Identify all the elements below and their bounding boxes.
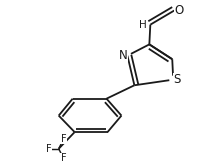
Text: H: H [140,20,147,30]
Text: N: N [119,49,127,62]
Text: O: O [174,4,184,17]
Text: F: F [61,153,66,163]
Text: F: F [61,134,66,144]
Text: S: S [173,73,181,86]
Text: F: F [46,144,52,154]
